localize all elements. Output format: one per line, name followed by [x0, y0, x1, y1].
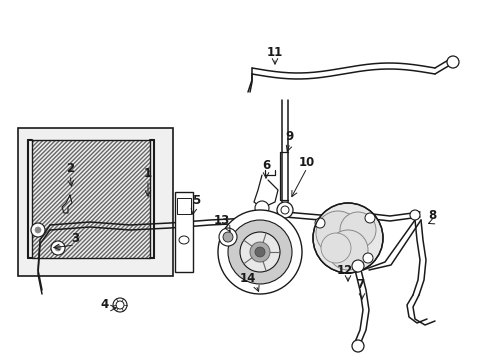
- Circle shape: [223, 232, 232, 242]
- Text: 8: 8: [427, 208, 435, 221]
- Circle shape: [219, 228, 237, 246]
- Bar: [18, 128, 173, 276]
- Circle shape: [51, 241, 65, 255]
- Text: 3: 3: [71, 231, 79, 244]
- Circle shape: [113, 298, 127, 312]
- Circle shape: [351, 260, 363, 272]
- Circle shape: [327, 230, 367, 270]
- Circle shape: [35, 227, 41, 233]
- Text: 13: 13: [213, 213, 230, 226]
- Circle shape: [227, 220, 291, 284]
- Circle shape: [31, 223, 45, 237]
- Text: 1: 1: [143, 166, 152, 180]
- Circle shape: [312, 203, 382, 273]
- Text: 5: 5: [191, 194, 200, 207]
- Bar: [175, 192, 193, 272]
- Circle shape: [218, 210, 302, 294]
- Text: 14: 14: [239, 271, 256, 284]
- Circle shape: [116, 301, 124, 309]
- Bar: [32, 140, 150, 258]
- Circle shape: [314, 218, 325, 228]
- Ellipse shape: [179, 236, 189, 244]
- Circle shape: [254, 247, 264, 257]
- Circle shape: [276, 202, 292, 218]
- Text: 12: 12: [336, 264, 352, 276]
- Circle shape: [240, 232, 280, 272]
- Circle shape: [281, 206, 288, 214]
- Circle shape: [249, 242, 269, 262]
- Text: 10: 10: [298, 156, 314, 168]
- Text: 2: 2: [66, 162, 74, 175]
- Circle shape: [364, 213, 374, 223]
- Circle shape: [351, 340, 363, 352]
- Circle shape: [339, 212, 375, 248]
- Circle shape: [446, 56, 458, 68]
- Circle shape: [55, 245, 61, 251]
- Text: 6: 6: [262, 158, 269, 171]
- Circle shape: [409, 210, 419, 220]
- Circle shape: [315, 211, 359, 255]
- Circle shape: [362, 253, 372, 263]
- Circle shape: [320, 233, 350, 263]
- Text: 7: 7: [355, 279, 364, 292]
- Bar: [177, 198, 191, 214]
- Circle shape: [254, 201, 268, 215]
- Text: 9: 9: [285, 130, 293, 143]
- Text: 11: 11: [266, 45, 283, 59]
- Text: 4: 4: [101, 298, 109, 311]
